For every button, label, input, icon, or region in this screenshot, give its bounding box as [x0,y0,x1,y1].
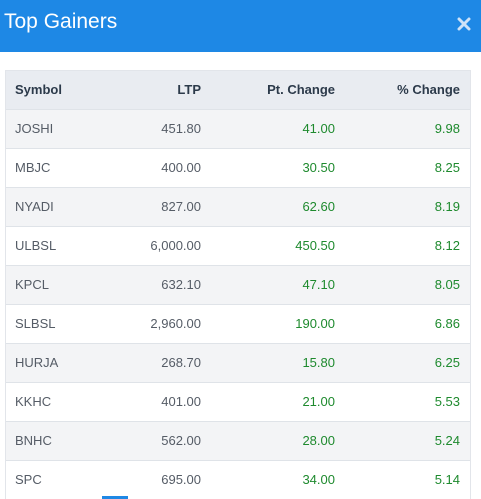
column-header-pt-change[interactable]: Pt. Change [267,82,335,98]
ltp-cell: 400.00 [161,160,201,175]
pt-change-cell: 34.00 [302,472,335,488]
table-header-row: Symbol LTP Pt. Change % Change [6,71,470,109]
pct-change-cell: 5.53 [434,394,460,409]
symbol-cell[interactable]: HURJA [15,355,59,370]
ltp-cell: 451.80 [161,121,201,136]
column-header-symbol[interactable]: Symbol [15,82,62,98]
symbol-cell[interactable]: MBJC [15,160,51,175]
table-row[interactable]: ULBSL 6,000.00 450.50 8.12 [6,226,470,265]
scroll-indicator[interactable] [102,496,128,499]
table-row[interactable]: JOSHI 451.80 41.00 9.98 [6,109,470,148]
pt-change-cell: 62.60 [302,199,335,214]
ltp-cell: 401.00 [161,394,201,409]
symbol-cell[interactable]: JOSHI [15,121,54,136]
modal-title: Top Gainers [4,10,118,33]
pct-change-cell: 5.24 [434,433,460,448]
ltp-cell: 827.00 [161,199,201,214]
pt-change-cell: 47.10 [302,277,335,292]
symbol-cell[interactable]: BNHC [15,433,52,448]
table-row[interactable]: KKHC 401.00 21.00 5.53 [6,382,470,421]
close-icon [457,17,471,31]
pt-change-cell: 21.00 [302,394,335,409]
ltp-cell: 2,960.00 [150,316,201,331]
pct-change-cell: 5.14 [434,472,460,488]
table-row[interactable]: NYADI 827.00 62.60 8.19 [6,187,470,226]
pct-change-cell: 8.19 [434,199,460,214]
ltp-cell: 268.70 [161,355,201,370]
pt-change-cell: 450.50 [295,238,335,253]
table-row[interactable]: HURJA 268.70 15.80 6.25 [6,343,470,382]
ltp-cell: 695.00 [161,472,201,488]
ltp-cell: 6,000.00 [150,238,201,253]
pt-change-cell: 41.00 [302,121,335,136]
table-row[interactable]: SPC 695.00 34.00 5.14 [6,460,470,499]
ltp-cell: 562.00 [161,433,201,448]
symbol-cell[interactable]: SLBSL [15,316,56,331]
pct-change-cell: 8.25 [434,160,460,175]
symbol-cell[interactable]: KPCL [15,277,49,292]
symbol-cell[interactable]: SPC [15,472,42,488]
pt-change-cell: 30.50 [302,160,335,175]
table-row[interactable]: MBJC 400.00 30.50 8.25 [6,148,470,187]
table-row[interactable]: BNHC 562.00 28.00 5.24 [6,421,470,460]
symbol-cell[interactable]: ULBSL [15,238,57,253]
modal-header: Top Gainers [0,0,481,52]
pt-change-cell: 28.00 [302,433,335,448]
table-row[interactable]: KPCL 632.10 47.10 8.05 [6,265,470,304]
column-header-ltp[interactable]: LTP [177,82,201,98]
pct-change-cell: 8.05 [434,277,460,292]
pct-change-cell: 8.12 [434,238,460,253]
table-row[interactable]: SLBSL 2,960.00 190.00 6.86 [6,304,470,343]
gainers-table-container: Symbol LTP Pt. Change % Change JOSHI 451.… [5,70,471,499]
pct-change-cell: 9.98 [434,121,460,136]
pt-change-cell: 15.80 [302,355,335,370]
close-button[interactable] [455,14,473,34]
symbol-cell[interactable]: KKHC [15,394,52,409]
ltp-cell: 632.10 [161,277,201,292]
gainers-table: Symbol LTP Pt. Change % Change JOSHI 451.… [6,71,470,499]
pct-change-cell: 6.86 [434,316,460,331]
column-header-pct-change[interactable]: % Change [397,82,460,98]
pt-change-cell: 190.00 [295,316,335,331]
pct-change-cell: 6.25 [434,355,460,370]
symbol-cell[interactable]: NYADI [15,199,54,214]
